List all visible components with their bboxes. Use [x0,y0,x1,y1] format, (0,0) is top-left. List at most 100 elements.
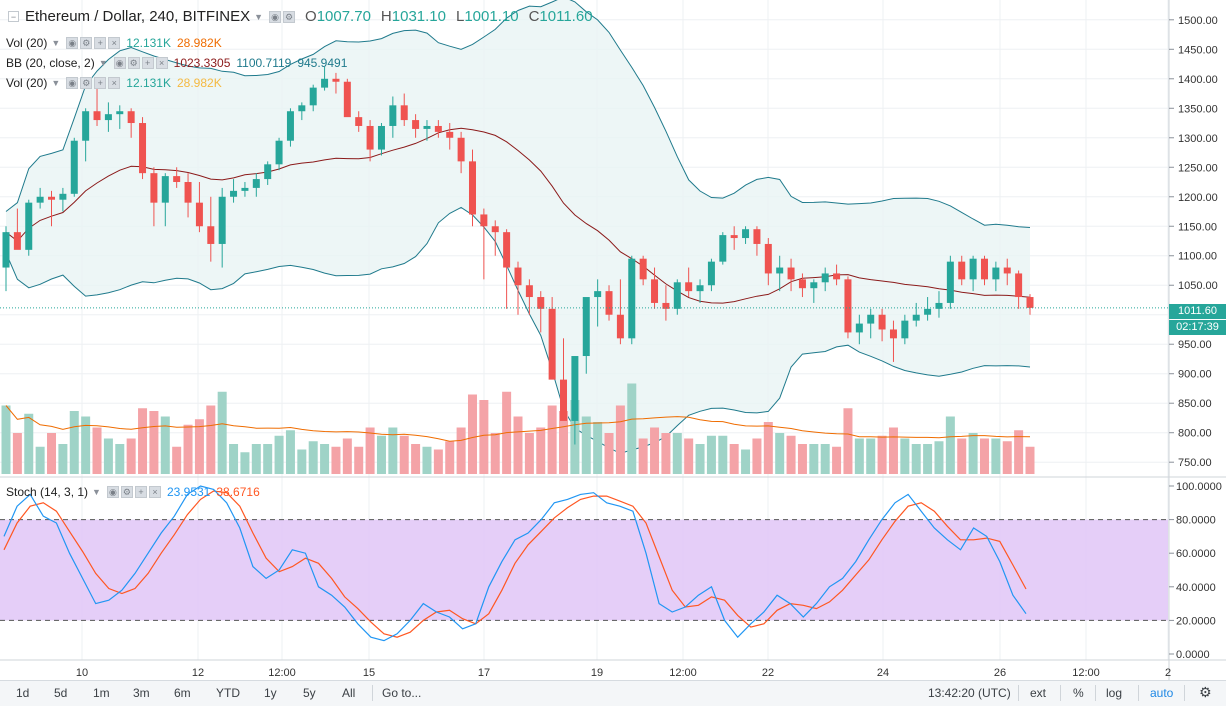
candle-body [924,308,932,315]
candle-body [343,81,351,118]
gear-icon[interactable]: ⚙ [120,486,133,498]
time-tick-label: 12:00 [1072,667,1100,679]
volume-bar [957,438,967,474]
close-icon[interactable]: × [108,37,121,49]
open-value: 1007.70 [316,8,371,25]
plus-icon[interactable]: + [141,57,154,69]
close-icon[interactable]: × [155,57,168,69]
chevron-down-icon[interactable]: ▼ [254,11,264,22]
plus-icon[interactable]: + [94,37,107,49]
volume-bar [69,411,79,474]
candle-body [173,176,181,183]
volume-bar [433,449,443,474]
chevron-down-icon[interactable]: ▼ [51,38,61,48]
price-tick-label: 1350.00 [1178,103,1218,115]
low-label: L [456,8,465,25]
volume-bar [809,444,819,474]
indicator-bb[interactable]: BB (20, close, 2) ▼ ◉ ⚙ + × 1023.3305 11… [6,56,347,70]
candle-body [1026,297,1034,308]
volume-bar [365,427,375,474]
candle-body [195,202,203,227]
high-value: 1031.10 [391,8,446,25]
stoch-tick-label: 60.0000 [1176,548,1216,560]
eye-icon[interactable]: ◉ [106,486,119,498]
candle-body [673,282,681,309]
eye-icon[interactable]: ◉ [66,77,79,89]
indicator-vol-1[interactable]: Vol (20) ▼ ◉ ⚙ + × 12.131K 28.982K [6,36,222,50]
chevron-down-icon[interactable]: ▼ [51,78,61,88]
candle-body [560,379,568,421]
volume-bar [741,449,751,474]
auto-button[interactable]: auto [1150,686,1174,700]
range-all-button[interactable]: All [342,686,356,700]
candle-body [423,125,431,129]
volume-bar [342,438,352,474]
price-chart[interactable]: 1500.00 1450.00 1400.00 1350.00 1300.00 1250.… [0,0,1226,680]
stoch-tick-label: 40.0000 [1176,582,1216,594]
volume-bar [35,446,45,474]
range-1y-button[interactable]: 1y [264,686,277,700]
volume-bar [536,427,546,474]
volume-bar [229,444,239,474]
volume-bar [308,441,318,474]
gear-icon[interactable]: ⚙ [127,57,140,69]
chevron-down-icon[interactable]: ▼ [92,487,101,497]
eye-icon[interactable]: ◉ [66,37,79,49]
goto-button[interactable]: Go to... [382,686,422,700]
log-button[interactable]: log [1106,686,1123,700]
volume-bar [331,446,341,474]
chevron-down-icon[interactable]: ▼ [98,58,108,68]
volume-bar [411,444,421,474]
close-icon[interactable]: × [148,486,161,498]
eye-icon[interactable]: ◉ [113,57,126,69]
range-6m-button[interactable]: 6m [174,686,191,700]
volume-bar [251,444,261,474]
gear-icon[interactable]: ⚙ [80,37,93,49]
candle-body [776,267,784,274]
candle-body [639,258,647,280]
volume-bar [968,433,978,474]
plus-icon[interactable]: + [94,77,107,89]
gear-icon[interactable]: ⚙ [1199,684,1212,700]
indicator-vol-2[interactable]: Vol (20) ▼ ◉ ⚙ + × 12.131K 28.982K [6,76,222,90]
volume-bar [47,433,57,474]
candle-body [707,261,715,286]
range-ytd-button[interactable]: YTD [216,686,240,700]
candle-body [992,267,1000,280]
range-1d-button[interactable]: 1d [16,686,30,700]
divider [372,685,373,701]
plus-icon[interactable]: + [134,486,147,498]
percent-button[interactable]: % [1073,686,1084,700]
ext-button[interactable]: ext [1030,686,1047,700]
candle-body [207,226,215,244]
price-tick-label: 900.00 [1178,369,1212,381]
candle-body [25,202,33,250]
indicator-name: BB (20, close, 2) [6,56,95,70]
gear-icon[interactable]: ⚙ [80,77,93,89]
candle-body [161,176,169,203]
volume-bar [911,444,921,474]
range-5d-button[interactable]: 5d [54,686,68,700]
eye-icon[interactable]: ◉ [269,10,282,23]
volume-bar [684,438,694,474]
indicator-stoch[interactable]: Stoch (14, 3, 1) ▼ ◉ ⚙ + × 23.9531 38.67… [6,485,260,499]
candle-body [93,111,101,121]
candle-body [844,279,852,333]
range-3m-button[interactable]: 3m [133,686,150,700]
candle-body [503,232,511,268]
volume-bar [718,435,728,474]
volume-bar [991,438,1001,474]
range-1m-button[interactable]: 1m [93,686,110,700]
indicator-name: Vol (20) [6,76,48,90]
volume-bar [92,427,102,474]
clock-label: 13:42:20 (UTC) [928,686,1011,700]
candle-body [127,111,135,124]
close-icon[interactable]: × [108,77,121,89]
collapse-icon[interactable]: − [8,11,19,22]
gear-icon[interactable]: ⚙ [283,10,296,23]
volume-bar [138,408,148,474]
volume-bar [650,427,660,474]
low-value: 1001.10 [464,8,519,25]
range-5y-button[interactable]: 5y [303,686,316,700]
candle-body [662,302,670,309]
